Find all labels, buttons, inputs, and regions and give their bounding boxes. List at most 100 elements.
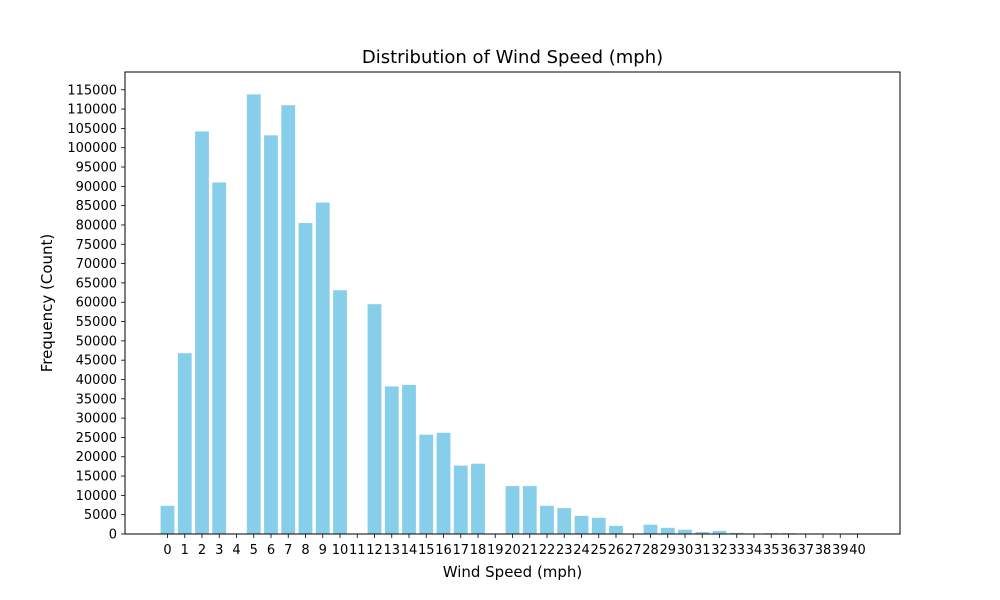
x-tick-label-38: 38 xyxy=(815,543,832,558)
x-tick-label-0: 0 xyxy=(163,543,171,558)
x-tick-label-22: 22 xyxy=(539,543,556,558)
y-tick-label-65000: 65000 xyxy=(76,276,117,291)
chart-title: Distribution of Wind Speed (mph) xyxy=(362,47,663,68)
y-tick-label-105000: 105000 xyxy=(67,122,117,137)
bar-17 xyxy=(453,465,468,534)
bar-31 xyxy=(695,532,710,534)
x-tick-label-25: 25 xyxy=(590,543,607,558)
y-tick-label-5000: 5000 xyxy=(84,508,117,523)
bar-2 xyxy=(195,131,209,535)
bar-25 xyxy=(591,517,606,534)
y-tick-label-55000: 55000 xyxy=(76,315,117,330)
y-tick-label-40000: 40000 xyxy=(76,373,117,388)
x-tick-label-27: 27 xyxy=(625,543,642,558)
x-tick-label-12: 12 xyxy=(366,543,383,558)
y-tick-label-30000: 30000 xyxy=(76,412,117,427)
bar-29 xyxy=(660,527,675,534)
bar-16 xyxy=(436,432,451,534)
bar-9 xyxy=(315,202,330,534)
x-tick-label-9: 9 xyxy=(319,543,327,558)
x-tick-label-1: 1 xyxy=(181,543,189,558)
y-tick-label-50000: 50000 xyxy=(76,334,117,349)
x-axis-label: Wind Speed (mph) xyxy=(443,563,583,581)
bar-24 xyxy=(574,515,589,534)
bar-6 xyxy=(264,135,278,534)
bar-13 xyxy=(384,386,399,534)
y-tick-label-95000: 95000 xyxy=(76,161,117,176)
x-tick-label-18: 18 xyxy=(470,543,487,558)
y-tick-label-75000: 75000 xyxy=(76,238,117,253)
y-tick-label-110000: 110000 xyxy=(67,103,117,118)
y-tick-label-45000: 45000 xyxy=(76,354,117,369)
x-tick-label-36: 36 xyxy=(780,543,797,558)
bar-32 xyxy=(712,530,727,534)
bar-23 xyxy=(557,508,572,534)
bar-7 xyxy=(281,105,296,534)
bar-0 xyxy=(160,505,175,534)
x-tick-label-3: 3 xyxy=(215,543,223,558)
x-tick-label-31: 31 xyxy=(694,543,711,558)
y-tick-label-35000: 35000 xyxy=(76,392,117,407)
y-tick-label-15000: 15000 xyxy=(76,470,117,485)
x-tick-label-29: 29 xyxy=(659,543,676,558)
y-tick-label-70000: 70000 xyxy=(76,257,117,272)
bar-10 xyxy=(333,290,347,534)
x-tick-label-30: 30 xyxy=(677,543,694,558)
plot-background xyxy=(125,72,900,534)
x-tick-label-8: 8 xyxy=(301,543,309,558)
x-tick-label-15: 15 xyxy=(418,543,435,558)
x-tick-label-11: 11 xyxy=(349,543,366,558)
bar-8 xyxy=(298,223,313,535)
x-tick-label-28: 28 xyxy=(642,543,659,558)
bar-20 xyxy=(505,486,520,534)
bar-22 xyxy=(540,505,554,534)
y-tick-label-60000: 60000 xyxy=(76,296,117,311)
y-tick-label-10000: 10000 xyxy=(76,489,117,504)
bar-18 xyxy=(471,463,485,534)
x-tick-label-4: 4 xyxy=(232,543,240,558)
x-tick-label-16: 16 xyxy=(435,543,452,558)
x-tick-label-10: 10 xyxy=(332,543,349,558)
x-tick-label-14: 14 xyxy=(401,543,418,558)
y-tick-label-90000: 90000 xyxy=(76,180,117,195)
bar-21 xyxy=(522,486,537,534)
y-tick-label-0: 0 xyxy=(109,528,117,543)
x-tick-label-37: 37 xyxy=(797,543,814,558)
x-tick-label-34: 34 xyxy=(746,543,763,558)
x-tick-label-32: 32 xyxy=(711,543,728,558)
y-tick-label-20000: 20000 xyxy=(76,450,117,465)
y-tick-label-115000: 115000 xyxy=(67,83,117,98)
x-tick-label-19: 19 xyxy=(487,543,504,558)
x-tick-label-2: 2 xyxy=(198,543,206,558)
bar-14 xyxy=(402,384,416,534)
x-tick-label-20: 20 xyxy=(504,543,521,558)
bar-33 xyxy=(729,532,744,534)
bar-3 xyxy=(212,182,227,535)
plot-frame xyxy=(124,71,901,535)
x-tick-label-13: 13 xyxy=(383,543,400,558)
y-tick-label-25000: 25000 xyxy=(76,431,117,446)
bar-28 xyxy=(643,524,658,534)
x-tick-label-33: 33 xyxy=(728,543,745,558)
x-tick-label-39: 39 xyxy=(832,543,849,558)
x-tick-label-35: 35 xyxy=(763,543,780,558)
x-tick-label-23: 23 xyxy=(556,543,573,558)
x-tick-label-26: 26 xyxy=(608,543,625,558)
x-tick-label-5: 5 xyxy=(250,543,258,558)
x-tick-label-21: 21 xyxy=(521,543,538,558)
x-tick-label-7: 7 xyxy=(284,543,292,558)
bar-30 xyxy=(678,529,692,534)
y-tick-label-100000: 100000 xyxy=(67,141,117,156)
bar-12 xyxy=(367,304,382,534)
y-axis-label: Frequency (Count) xyxy=(38,234,56,373)
y-tick-label-85000: 85000 xyxy=(76,199,117,214)
y-tick-label-80000: 80000 xyxy=(76,218,117,233)
y-ticks: 0 5000 10000 15000 20000 25000 30000 35000 40000… xyxy=(67,83,125,543)
bar-15 xyxy=(419,434,434,534)
x-tick-label-17: 17 xyxy=(452,543,469,558)
x-tick-label-6: 6 xyxy=(267,543,275,558)
bars xyxy=(160,94,865,535)
bar-5 xyxy=(246,94,261,535)
bar-26 xyxy=(609,525,623,534)
